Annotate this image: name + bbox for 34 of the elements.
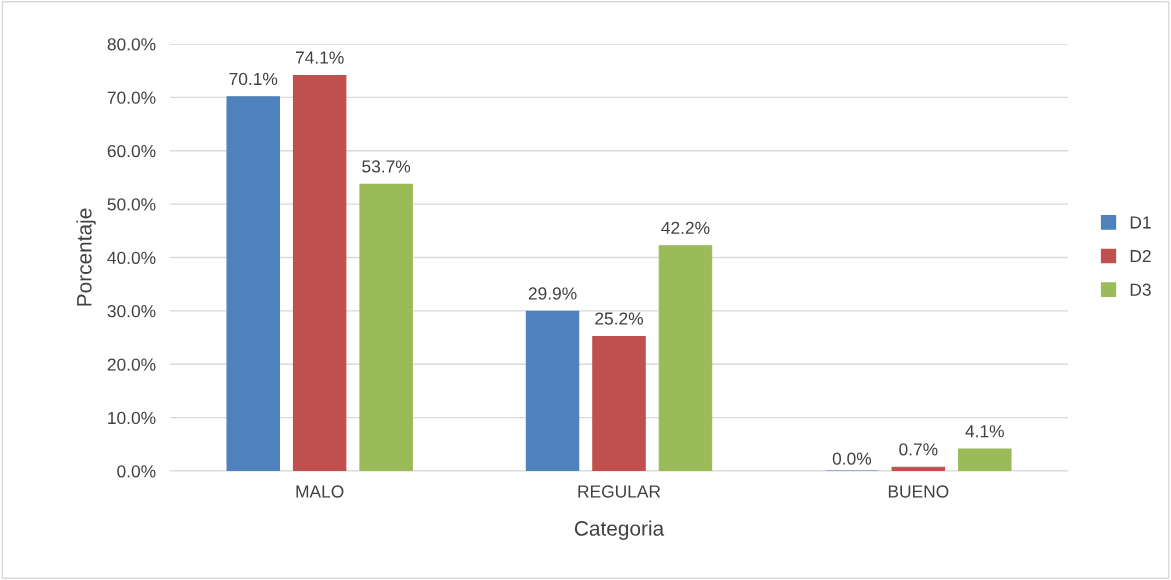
x-tick-label: BUENO — [888, 485, 949, 498]
data-label: 0.0% — [832, 452, 872, 465]
y-tick-label: 40.0% — [107, 251, 156, 264]
data-label: 53.7% — [362, 160, 411, 173]
bar — [292, 74, 347, 471]
y-tick-label: 50.0% — [107, 198, 156, 211]
x-tick-label: REGULAR — [578, 485, 661, 498]
data-label: 4.1% — [965, 425, 1004, 438]
y-tick-label: 70.0% — [107, 91, 156, 104]
legend-label: D2 — [1130, 249, 1151, 263]
legend-label: D3 — [1130, 283, 1151, 296]
x-axis-title: Categoria — [574, 520, 665, 540]
y-tick-label: 60.0% — [107, 144, 156, 158]
data-label: 0.7% — [899, 443, 938, 456]
bar — [891, 466, 946, 471]
y-tick-label: 20.0% — [107, 358, 156, 371]
y-tick-label: 30.0% — [107, 305, 156, 318]
y-axis-title: Porcentaje — [76, 208, 96, 306]
bar — [592, 335, 646, 471]
y-tick-label: 10.0% — [108, 411, 156, 425]
data-label: 25.2% — [595, 312, 643, 325]
data-label: 29.9% — [528, 287, 577, 300]
x-tick-label: MALO — [296, 485, 344, 498]
bar — [958, 448, 1012, 471]
legend-label: D1 — [1130, 216, 1151, 229]
bar — [658, 245, 713, 471]
bar — [525, 310, 580, 471]
data-label: 74.1% — [295, 51, 344, 64]
data-label: 42.2% — [661, 221, 710, 234]
y-tick-label: 80.0% — [107, 38, 156, 51]
data-label: 70.1% — [229, 72, 278, 86]
bar — [359, 183, 413, 471]
bar — [226, 96, 280, 471]
y-tick-label: 0.0% — [117, 465, 156, 478]
